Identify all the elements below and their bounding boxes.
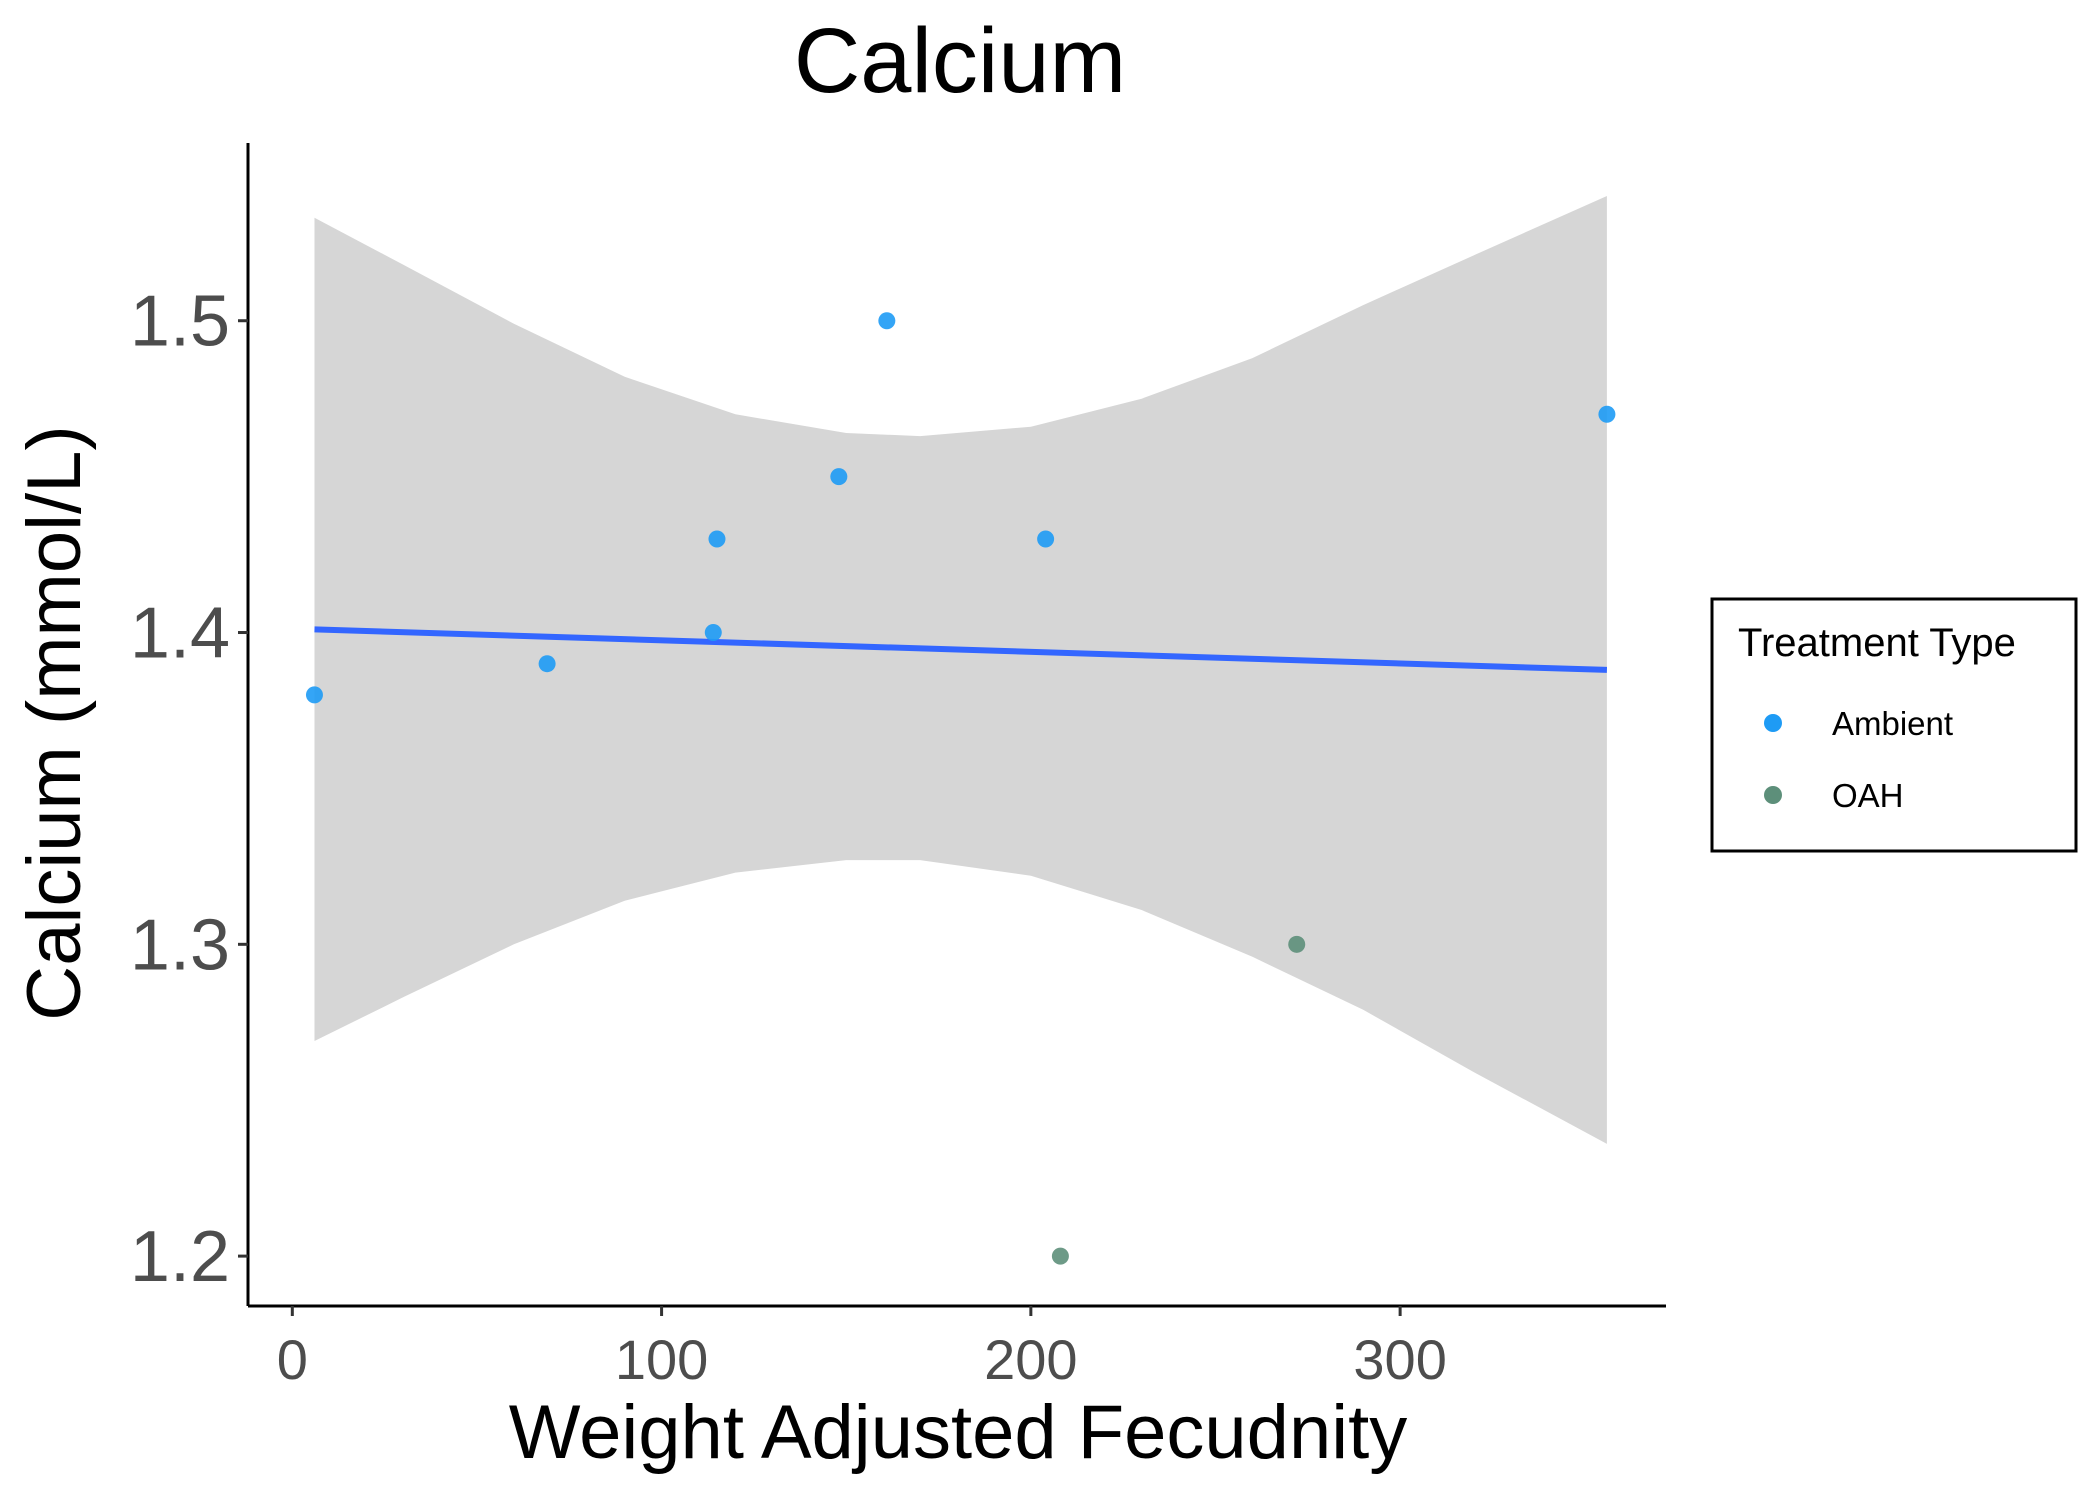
y-tick-label: 1.2 xyxy=(130,1217,230,1297)
data-points xyxy=(305,312,1616,1265)
confidence-band xyxy=(314,196,1607,1144)
data-point-oah xyxy=(1288,935,1306,953)
x-tick-label: 100 xyxy=(615,1328,708,1391)
data-point-ambient xyxy=(538,655,556,673)
data-point-ambient xyxy=(878,312,896,330)
x-axis-label: Weight Adjusted Fecudnity xyxy=(509,1390,1407,1475)
x-tick-label: 300 xyxy=(1353,1328,1446,1391)
x-axis: 0 100 200 300 xyxy=(248,1304,1666,1391)
legend: Treatment Type Ambient OAH xyxy=(1710,597,2078,853)
y-tick-label: 1.5 xyxy=(130,282,230,362)
legend-label-oah: OAH xyxy=(1832,777,1904,814)
y-axis-label: Calcium (mmol/L) xyxy=(12,425,97,1020)
legend-entries: Ambient OAH xyxy=(1764,705,1953,814)
x-tick-label: 0 xyxy=(277,1328,308,1391)
data-point-ambient xyxy=(1037,530,1055,548)
y-axis: 1.2 1.3 1.4 1.5 xyxy=(130,143,250,1306)
data-point-ambient xyxy=(830,468,848,486)
regression-line xyxy=(314,626,1608,673)
chart-title: Calcium xyxy=(794,10,1126,112)
data-point-ambient xyxy=(305,686,323,704)
legend-swatch-oah xyxy=(1764,786,1782,804)
legend-label-ambient: Ambient xyxy=(1832,705,1953,742)
data-point-ambient xyxy=(704,624,722,642)
x-axis-ticks: 0 100 200 300 xyxy=(277,1306,1447,1391)
data-point-ambient xyxy=(708,530,726,548)
x-tick-label: 200 xyxy=(984,1328,1077,1391)
legend-title: Treatment Type xyxy=(1738,621,2016,665)
y-tick-label: 1.4 xyxy=(130,594,230,674)
y-tick-label: 1.3 xyxy=(130,905,230,985)
plot-panel xyxy=(305,196,1616,1265)
legend-swatch-ambient xyxy=(1764,714,1782,732)
data-point-ambient xyxy=(1598,405,1616,423)
data-point-oah xyxy=(1051,1247,1069,1265)
y-axis-ticks: 1.2 1.3 1.4 1.5 xyxy=(130,282,248,1297)
